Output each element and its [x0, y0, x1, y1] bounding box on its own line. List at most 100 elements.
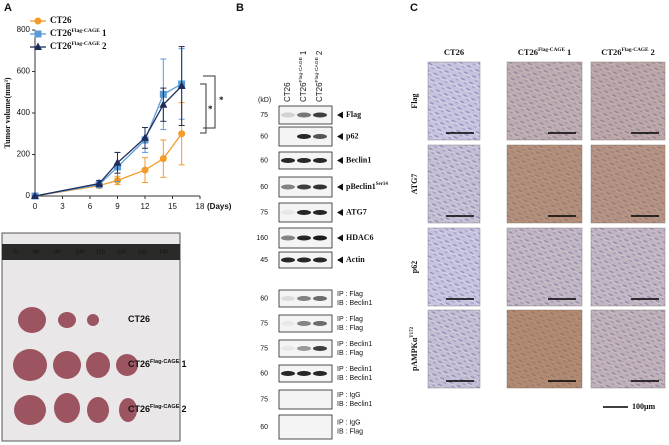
tumor — [87, 314, 99, 326]
label-part: CT26 — [128, 314, 150, 324]
x-tick-label: 15 — [168, 202, 177, 211]
row-label: Beclin1 — [346, 155, 371, 164]
row-label: HDAC6 — [346, 233, 374, 242]
label-part: 1 — [299, 50, 308, 55]
ruler-number: 90 — [54, 249, 61, 255]
y-tick-label: 800 — [17, 25, 31, 34]
tumor — [119, 398, 137, 422]
band — [281, 112, 295, 118]
tumor — [86, 352, 110, 378]
lane-label: CT26Flag-CAGE2 — [315, 50, 325, 102]
y-tick-label: 400 — [17, 108, 31, 117]
tumors — [13, 307, 138, 425]
band — [313, 371, 327, 376]
label-part: 2 — [181, 404, 186, 414]
row-label: ATG7 — [410, 174, 419, 195]
kd-label: 75 — [260, 112, 268, 119]
y-tick-label: 200 — [17, 150, 31, 159]
stain-overlay — [428, 310, 480, 388]
arrow — [337, 209, 343, 216]
y-axis-title: Tumor volume(mm³) — [3, 77, 12, 148]
tumor — [116, 354, 138, 376]
label-part: pBeclin1 — [346, 182, 376, 191]
band — [281, 346, 295, 351]
arrow — [337, 133, 343, 140]
point — [95, 179, 104, 187]
band — [281, 235, 295, 241]
x-axis-title: (Days) — [207, 202, 232, 211]
label-part: 2 — [102, 41, 107, 51]
label-part: 1 — [567, 47, 571, 57]
label-part: ATG7 — [410, 174, 419, 195]
ip-label: IP : Beclin1 — [337, 341, 372, 348]
band — [313, 210, 327, 215]
column-label: CT26Flag-CAGE 2 — [601, 47, 654, 57]
ib-label: IB : Beclin1 — [337, 401, 373, 408]
ihc-tile — [427, 309, 481, 389]
label-part: 2 — [315, 50, 324, 55]
row-label: Actin — [346, 255, 365, 264]
superscript: Flag-CAGE — [150, 359, 180, 365]
blot-frame — [278, 339, 333, 358]
band — [313, 257, 327, 263]
ib-label: IB : Flag — [337, 325, 363, 332]
band — [281, 184, 295, 190]
band — [313, 235, 327, 241]
band — [313, 112, 327, 118]
arrow — [337, 111, 343, 119]
kd-label: 75 — [260, 396, 268, 403]
band — [313, 184, 327, 190]
x-tick-label: 6 — [88, 202, 93, 211]
band — [297, 112, 311, 118]
ip-label: IP : IgG — [337, 419, 361, 426]
ihc-tile — [590, 227, 666, 307]
y-tick-label: 0 — [26, 191, 31, 200]
label-part: CT26 — [518, 47, 538, 57]
ip-label: IP : Beclin1 — [337, 366, 372, 373]
legend-label: CT26 — [50, 15, 72, 25]
tumor — [87, 397, 109, 423]
series-line — [34, 85, 183, 197]
ruler-number: 100 — [75, 249, 85, 255]
point — [159, 100, 168, 108]
superscript: Flag-CAGE — [538, 47, 565, 53]
stain-overlay — [591, 145, 665, 223]
ruler-number: 120 — [117, 249, 127, 255]
band — [281, 158, 295, 163]
band — [281, 321, 295, 326]
arrow — [337, 256, 343, 264]
row-label: p62 — [346, 131, 358, 140]
legend-marker — [34, 42, 42, 50]
tumor — [13, 349, 47, 381]
x-tick-label: 18 — [196, 202, 205, 211]
kd-label: 60 — [260, 184, 268, 191]
label-part: CT26 — [128, 359, 150, 369]
label-part: Flag — [346, 110, 361, 119]
label-part: 2 — [650, 47, 654, 57]
ib-label: IB : Flag — [337, 350, 363, 357]
ihc-tile — [590, 61, 666, 141]
point — [177, 81, 186, 90]
label-part: CT26 — [50, 28, 72, 38]
kd-label: 60 — [260, 295, 268, 302]
stain-overlay — [507, 310, 582, 388]
blot-frame — [278, 414, 333, 440]
ihc-tile — [590, 309, 666, 389]
ihc-tile — [506, 61, 583, 141]
tumor — [58, 312, 76, 328]
label-part: Beclin1 — [346, 155, 371, 164]
band — [297, 210, 311, 215]
panel-label: C — [410, 2, 418, 14]
row-label: Flag — [346, 110, 361, 119]
band — [297, 346, 311, 351]
label-part: CT26 — [50, 15, 72, 25]
superscript: Flag-CAGE — [72, 41, 101, 47]
band — [313, 134, 327, 139]
label-part: CT26 — [283, 82, 292, 102]
tumor — [53, 351, 81, 379]
stain-overlay — [428, 145, 480, 223]
stain-overlay — [591, 310, 665, 388]
band — [297, 235, 311, 241]
band — [297, 158, 311, 163]
ruler-number: 70 — [12, 249, 19, 255]
